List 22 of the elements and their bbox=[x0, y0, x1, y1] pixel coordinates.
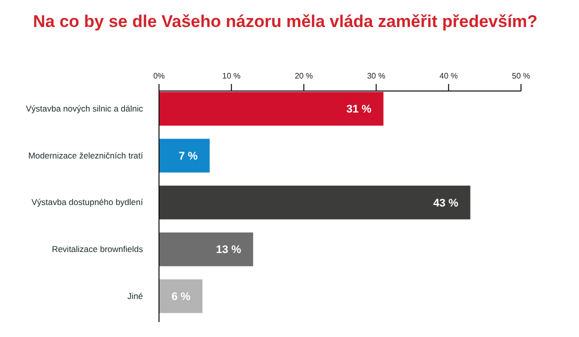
bar bbox=[159, 232, 254, 266]
x-tick-label: 50 % bbox=[512, 72, 530, 81]
y-tick-label: Výstavba dostupného bydlení bbox=[31, 197, 144, 208]
y-tick-label: Jiné bbox=[127, 290, 144, 301]
chart-title: Na co by se dle Vašeho názoru měla vláda zaměřit především? bbox=[33, 12, 538, 31]
x-tick-label: 0% bbox=[153, 72, 165, 81]
x-tick-label: 10 % bbox=[222, 72, 241, 81]
data-label: 31 % bbox=[346, 104, 372, 116]
x-tick-label: 30 % bbox=[367, 72, 386, 81]
data-label: 13 % bbox=[216, 244, 242, 256]
x-tick-label: 40 % bbox=[439, 72, 458, 81]
bar bbox=[159, 279, 202, 314]
bar bbox=[159, 138, 210, 173]
data-label: 43 % bbox=[433, 197, 459, 210]
y-tick-label: Modernizace železničních tratí bbox=[28, 150, 144, 160]
y-tick-label: Revitalizace brownfields bbox=[52, 244, 143, 254]
x-tick-label: 20 % bbox=[294, 72, 313, 81]
bar bbox=[159, 92, 384, 126]
data-label: 6 % bbox=[171, 291, 191, 304]
data-label: 7 % bbox=[178, 150, 198, 162]
bar bbox=[159, 186, 470, 220]
y-tick-label: Výstavba nových silnic a dálnic bbox=[26, 104, 144, 114]
